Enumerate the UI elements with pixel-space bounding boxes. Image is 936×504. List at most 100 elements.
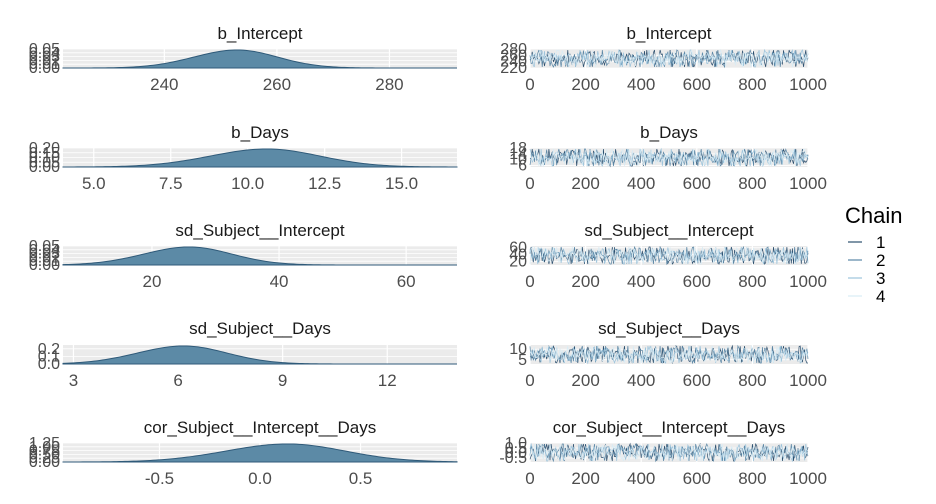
x-tick-label: 1000 — [789, 75, 827, 94]
x-tick-label: 400 — [627, 75, 655, 94]
panel-title: cor_Subject__Intercept__Days — [553, 418, 785, 437]
legend-title: Chain — [845, 203, 902, 228]
x-tick-label: 6 — [173, 371, 182, 390]
x-tick-label: 10.0 — [231, 174, 264, 193]
y-tick-label: 0.15 — [29, 145, 60, 162]
x-tick-label: 7.5 — [159, 174, 183, 193]
y-tick-label: 10 — [509, 341, 527, 358]
x-tick-label: -0.5 — [145, 469, 174, 488]
x-tick-label: 200 — [571, 75, 599, 94]
x-tick-label: 0 — [525, 272, 534, 291]
density-panel: b_Days 5.0 7.5 10.0 12.5 15.0 0.000.050.100.15… — [29, 123, 458, 193]
panel-title: b_Intercept — [217, 24, 302, 43]
x-tick-label: 600 — [683, 371, 711, 390]
x-tick-label: 600 — [683, 75, 711, 94]
x-tick-label: 20 — [143, 272, 162, 291]
y-tick-label: 1.25 — [29, 435, 60, 452]
legend-entry: 3 — [848, 269, 885, 288]
y-tick-label: 0.02 — [29, 52, 60, 69]
y-tick-label: 1.0 — [505, 435, 527, 452]
y-tick-label: 0.00 — [29, 257, 60, 274]
x-tick-label: 9 — [278, 371, 287, 390]
y-tick-label: 0.2 — [38, 341, 60, 358]
density-panel: sd_Subject__Intercept 20 40 60 0.000.010.020… — [29, 221, 457, 291]
x-tick-label: 12.5 — [308, 174, 341, 193]
legend-label: 1 — [876, 233, 885, 252]
y-tick-label: 5 — [518, 352, 527, 369]
y-tick-label: 0.03 — [29, 49, 60, 66]
y-tick-label: 0.00 — [29, 454, 60, 471]
y-tick-label: 260 — [500, 47, 527, 64]
x-tick-label: 400 — [627, 272, 655, 291]
x-tick-label: 1000 — [789, 174, 827, 193]
y-tick-label: 20 — [509, 254, 527, 271]
panel-title: b_Intercept — [626, 24, 711, 43]
x-tick-label: 1000 — [789, 371, 827, 390]
trace-panel: sd_Subject__Days 0 200 400 600 800 1000 510 — [509, 319, 827, 390]
legend-label: 2 — [876, 251, 885, 270]
x-tick-label: 200 — [571, 272, 599, 291]
legend-label: 4 — [876, 287, 885, 306]
density-area — [62, 246, 457, 266]
y-tick-label: 0.0 — [38, 356, 60, 373]
x-tick-label: 15.0 — [385, 174, 418, 193]
y-tick-label: 0.20 — [29, 140, 60, 157]
x-tick-label: 0 — [525, 469, 534, 488]
density-panel: cor_Subject__Intercept__Days -0.5 0.0 0.5 0.… — [29, 418, 458, 488]
trace-line-chain-3 — [529, 48, 809, 68]
x-tick-label: 260 — [263, 75, 291, 94]
legend-entry: 4 — [848, 287, 885, 306]
density-panel: sd_Subject__Days 3 6 9 12 0.00.10.2 — [38, 319, 457, 390]
x-tick-label: 3 — [69, 371, 78, 390]
y-tick-label: 10 — [509, 152, 527, 169]
density-panel: b_Intercept 240 260 280 0.000.010.020.030.04… — [29, 24, 457, 94]
x-tick-label: 800 — [738, 174, 766, 193]
x-tick-label: 60 — [397, 272, 416, 291]
x-tick-label: 12 — [378, 371, 397, 390]
y-tick-label: 1.00 — [29, 439, 60, 456]
x-tick-label: 200 — [571, 371, 599, 390]
y-tick-label: 0.05 — [29, 154, 60, 171]
legend-entry: 1 — [848, 233, 885, 252]
trace-line-chain-4 — [529, 443, 809, 462]
x-tick-label: 1000 — [789, 469, 827, 488]
trace-line-chain-4 — [529, 245, 809, 266]
panel-title: sd_Subject__Intercept — [584, 221, 753, 240]
y-tick-label: 0.10 — [29, 150, 60, 167]
y-tick-label: 0.05 — [29, 41, 60, 58]
y-tick-label: 240 — [500, 54, 527, 71]
trace-line-chain-4 — [529, 344, 809, 364]
x-tick-label: 240 — [150, 75, 178, 94]
x-tick-label: 0 — [525, 174, 534, 193]
x-tick-label: 0.0 — [248, 469, 272, 488]
x-tick-label: 280 — [375, 75, 403, 94]
y-tick-label: 0.75 — [29, 443, 60, 460]
x-tick-label: 400 — [627, 174, 655, 193]
x-tick-label: 0 — [525, 371, 534, 390]
x-tick-label: 600 — [683, 469, 711, 488]
y-tick-label: 0.01 — [29, 253, 60, 270]
y-tick-label: -0.5 — [499, 450, 527, 467]
legend-entry: 2 — [848, 251, 885, 270]
x-tick-label: 600 — [683, 174, 711, 193]
panel-title: sd_Subject__Intercept — [175, 221, 344, 240]
density-area — [62, 345, 457, 365]
x-tick-label: 0 — [525, 75, 534, 94]
legend-label: 3 — [876, 269, 885, 288]
x-tick-label: 800 — [738, 272, 766, 291]
panel-title: b_Days — [231, 123, 289, 142]
y-tick-label: 0.00 — [29, 159, 60, 176]
x-tick-label: 800 — [738, 469, 766, 488]
panel-title: b_Days — [640, 123, 698, 142]
y-tick-label: 0.1 — [38, 348, 60, 365]
x-tick-label: 800 — [738, 371, 766, 390]
x-tick-label: 40 — [270, 272, 289, 291]
trace-line-chain-4 — [529, 148, 809, 168]
trace-line-chain-3 — [529, 345, 809, 365]
x-tick-label: 200 — [571, 469, 599, 488]
y-tick-label: 60 — [509, 240, 527, 257]
